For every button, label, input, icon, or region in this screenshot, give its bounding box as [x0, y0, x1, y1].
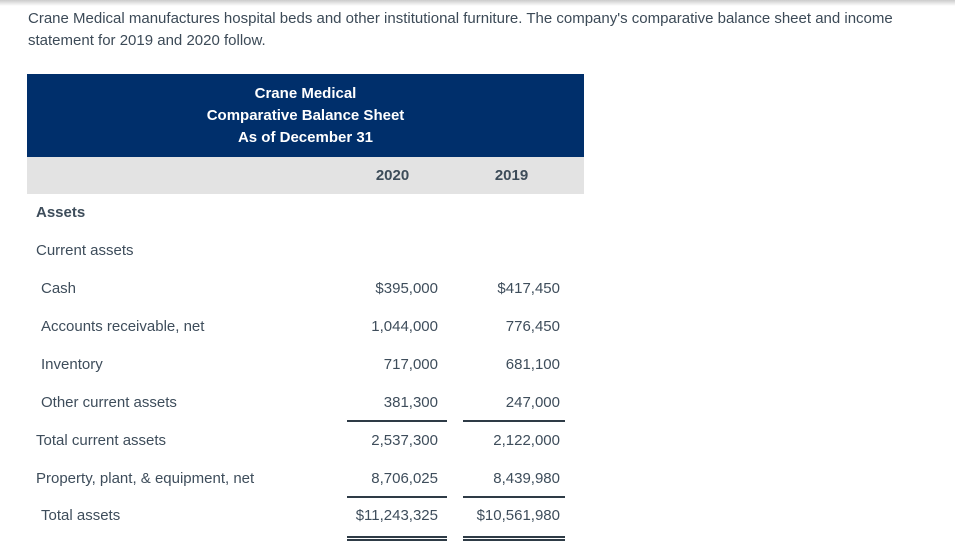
row-value-2020: $395,000	[375, 280, 438, 297]
table-row: Total assets $11,243,325 $10,561,980	[27, 498, 584, 541]
row-label: Other current assets	[41, 394, 177, 411]
table-title-date: As of December 31	[237, 129, 374, 146]
row-label: Assets	[36, 204, 86, 221]
column-header-2020: 2020	[375, 167, 410, 184]
table-row: Total current assets 2,537,300 2,122,000	[27, 422, 584, 460]
table-row: Current assets	[27, 232, 584, 270]
row-value-2019: 247,000	[463, 384, 565, 422]
row-label: Total assets	[41, 507, 121, 524]
table-row: Accounts receivable, net 1,044,000 776,4…	[27, 308, 584, 346]
row-value-2020	[347, 194, 447, 232]
row-value-2020: $11,243,325	[347, 498, 447, 541]
table-row: Property, plant, & equipment, net 8,706,…	[27, 460, 584, 498]
row-value-2019: 8,439,980	[463, 460, 565, 498]
row-label: Accounts receivable, net	[41, 318, 205, 335]
row-value-2019: $10,561,980	[463, 498, 565, 541]
row-value-2020: 2,537,300	[371, 432, 438, 449]
row-value-2019	[463, 232, 565, 270]
row-label: Inventory	[41, 356, 103, 373]
table-title-company: Crane Medical	[254, 85, 357, 102]
row-value-2020: 717,000	[383, 356, 438, 373]
table-row: Cash $395,000 $417,450	[27, 270, 584, 308]
row-value-2020: 1,044,000	[371, 318, 438, 335]
balance-sheet-table: Crane Medical Comparative Balance Sheet …	[27, 74, 584, 541]
row-value-2019: $417,450	[497, 280, 560, 297]
table-row: Assets	[27, 194, 584, 232]
toolbar-shadow	[0, 0, 955, 6]
row-label: Cash	[41, 280, 77, 297]
column-header-spacer	[27, 157, 347, 194]
row-label: Current assets	[36, 242, 134, 259]
column-header-2019: 2019	[494, 167, 529, 184]
row-value-2019: 2,122,000	[493, 432, 560, 449]
row-value-2019: 681,100	[505, 356, 560, 373]
row-value-2019	[463, 194, 565, 232]
row-value-2020: 8,706,025	[347, 460, 447, 498]
row-label: Total current assets	[36, 432, 167, 449]
row-value-2020: 381,300	[347, 384, 447, 422]
table-title-statement: Comparative Balance Sheet	[206, 107, 405, 124]
row-value-2019: 776,450	[505, 318, 560, 335]
row-value-2020	[347, 232, 447, 270]
table-row: Other current assets 381,300 247,000	[27, 384, 584, 422]
table-title-header: Crane Medical Comparative Balance Sheet …	[27, 74, 584, 157]
column-header-row: 2020 2019	[27, 157, 584, 194]
problem-statement: Crane Medical manufactures hospital beds…	[28, 10, 893, 49]
table-row: Inventory 717,000 681,100	[27, 346, 584, 384]
row-label: Property, plant, & equipment, net	[36, 470, 255, 487]
table-rows: Assets Current assets Cash $395,000 $417…	[27, 194, 584, 541]
